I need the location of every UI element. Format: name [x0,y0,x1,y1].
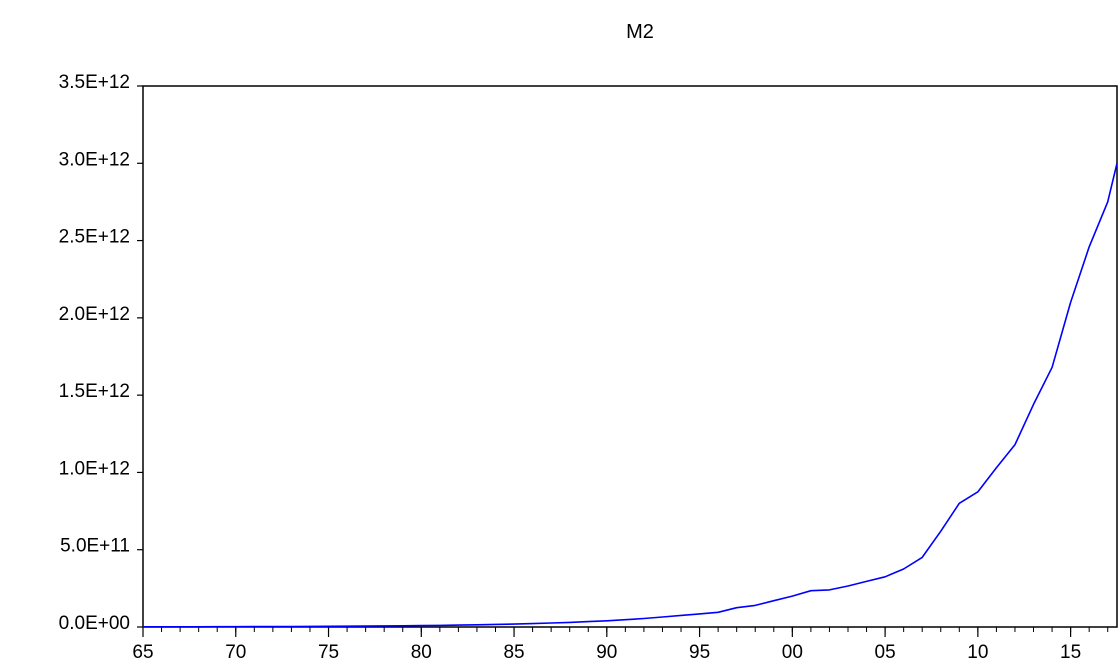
x-tick-label: 80 [411,642,432,663]
x-tick-label: 75 [318,642,339,663]
x-tick-label: 90 [596,642,617,663]
y-tick-label: 2.5E+12 [59,227,130,248]
chart-title: M2 [626,21,654,43]
y-tick-label: 1.0E+12 [59,458,130,479]
y-tick-label: 3.0E+12 [59,149,130,170]
y-tick-label: 1.5E+12 [59,381,130,402]
x-tick-label: 00 [782,642,803,663]
y-tick-label: 3.5E+12 [59,72,130,93]
x-tick-label: 15 [1060,642,1081,663]
x-axis: 65 70 75 80 85 90 95 00 05 10 15 [132,627,1109,663]
x-tick-label: 85 [503,642,524,663]
plot-frame [142,85,1118,628]
series-line [143,163,1118,628]
x-tick-label: 95 [689,642,710,663]
x-tick-label: 10 [967,642,988,663]
x-tick-label: 70 [225,642,246,663]
y-tick-label: 5.0E+11 [60,536,130,557]
x-tick-label: 65 [132,642,153,663]
y-tick-label: 2.0E+12 [59,304,130,325]
x-tick-label: 05 [875,642,896,663]
series-layer [142,163,1118,628]
y-tick-label: 0.0E+00 [59,613,130,634]
y-axis: 0.0E+00 5.0E+11 1.0E+12 1.5E+12 2.0E+12 2.5E+… [59,72,143,634]
